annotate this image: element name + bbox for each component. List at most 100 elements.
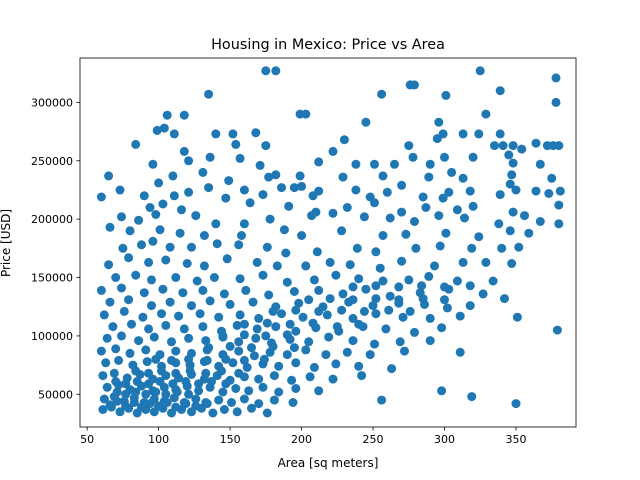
data-point-42 bbox=[179, 146, 189, 156]
data-point-105 bbox=[177, 205, 186, 215]
data-point-36 bbox=[490, 141, 499, 151]
data-point-281 bbox=[234, 337, 244, 347]
data-point-257 bbox=[144, 324, 154, 334]
data-point-309 bbox=[455, 347, 465, 357]
data-point-224 bbox=[187, 301, 196, 311]
data-point-136 bbox=[125, 226, 135, 236]
data-point-340 bbox=[254, 374, 264, 384]
data-point-92 bbox=[184, 187, 194, 197]
data-point-79 bbox=[297, 181, 307, 191]
data-point-125 bbox=[307, 211, 317, 221]
data-point-83 bbox=[444, 187, 454, 197]
y-tick-label-300000: 300000 bbox=[31, 96, 73, 109]
data-point-262 bbox=[232, 320, 242, 330]
data-point-84 bbox=[465, 186, 475, 196]
data-point-86 bbox=[531, 186, 541, 196]
data-point-476 bbox=[371, 281, 381, 291]
data-point-74 bbox=[154, 178, 164, 188]
data-point-15 bbox=[481, 109, 491, 119]
data-point-320 bbox=[242, 362, 252, 372]
data-point-192 bbox=[258, 270, 268, 280]
data-point-161 bbox=[371, 247, 381, 257]
data-point-26 bbox=[474, 129, 484, 139]
data-point-401 bbox=[105, 400, 115, 410]
data-point-174 bbox=[252, 257, 262, 267]
data-point-20 bbox=[169, 129, 179, 139]
data-point-246 bbox=[277, 309, 286, 319]
y-axis: 50000 100000 150000 200000 250000 300000 bbox=[31, 96, 80, 401]
data-point-90 bbox=[96, 192, 106, 202]
data-points bbox=[96, 66, 565, 418]
data-point-381 bbox=[377, 395, 387, 405]
data-point-235 bbox=[442, 303, 452, 313]
data-point-471 bbox=[371, 294, 381, 304]
data-point-442 bbox=[202, 355, 212, 365]
data-point-254 bbox=[512, 312, 522, 322]
x-tick-label-200: 200 bbox=[291, 433, 312, 446]
data-point-306 bbox=[342, 347, 352, 357]
data-point-49 bbox=[148, 159, 158, 169]
data-point-41 bbox=[554, 141, 564, 151]
data-point-123 bbox=[239, 219, 249, 229]
data-point-137 bbox=[155, 225, 165, 235]
data-point-76 bbox=[239, 185, 249, 195]
data-point-475 bbox=[348, 282, 358, 292]
data-point-328 bbox=[98, 371, 108, 381]
data-point-305 bbox=[321, 350, 331, 360]
data-point-418 bbox=[161, 389, 171, 399]
x-axis-label: Area [sq meters] bbox=[278, 456, 379, 470]
data-point-61 bbox=[104, 171, 114, 181]
data-point-117 bbox=[554, 200, 564, 210]
data-point-378 bbox=[254, 399, 264, 409]
data-point-156 bbox=[234, 240, 244, 250]
data-point-301 bbox=[249, 351, 259, 361]
x-tick-label-300: 300 bbox=[434, 433, 455, 446]
data-point-101 bbox=[511, 185, 521, 195]
x-tick-label-50: 50 bbox=[80, 433, 94, 446]
data-point-218 bbox=[478, 289, 488, 299]
data-point-435 bbox=[185, 366, 195, 376]
data-point-278 bbox=[184, 333, 194, 343]
data-point-385 bbox=[115, 407, 125, 417]
data-point-431 bbox=[131, 366, 141, 376]
data-point-383 bbox=[98, 405, 108, 414]
data-point-441 bbox=[184, 354, 194, 364]
data-point-60 bbox=[535, 159, 545, 169]
data-point-146 bbox=[441, 228, 451, 238]
data-point-170 bbox=[161, 255, 171, 265]
data-point-44 bbox=[408, 152, 418, 162]
data-point-130 bbox=[460, 213, 469, 223]
data-point-424 bbox=[144, 379, 154, 389]
data-point-458 bbox=[308, 318, 318, 328]
data-point-433 bbox=[157, 366, 166, 376]
data-point-23 bbox=[251, 128, 261, 138]
data-point-237 bbox=[99, 310, 109, 320]
x-tick-label-250: 250 bbox=[363, 433, 384, 446]
data-point-141 bbox=[279, 225, 289, 235]
data-point-304 bbox=[301, 345, 311, 355]
data-point-56 bbox=[390, 159, 399, 169]
data-point-16 bbox=[361, 117, 371, 127]
data-point-247 bbox=[298, 312, 308, 322]
data-point-3 bbox=[551, 73, 561, 83]
data-point-78 bbox=[289, 183, 299, 193]
data-point-158 bbox=[281, 248, 291, 258]
data-point-191 bbox=[235, 274, 245, 284]
data-point-199 bbox=[424, 271, 434, 281]
data-point-345 bbox=[357, 371, 367, 381]
data-point-68 bbox=[338, 172, 348, 182]
data-point-119 bbox=[134, 215, 144, 225]
data-point-87 bbox=[555, 186, 565, 196]
data-point-70 bbox=[424, 172, 434, 182]
data-point-27 bbox=[495, 129, 505, 139]
y-axis-label: Price [USD] bbox=[0, 209, 13, 277]
data-point-113 bbox=[421, 203, 431, 212]
data-point-439 bbox=[151, 354, 161, 364]
data-point-310 bbox=[101, 358, 111, 368]
data-point-415 bbox=[131, 387, 141, 397]
data-point-252 bbox=[425, 313, 435, 323]
data-point-286 bbox=[324, 332, 334, 342]
data-point-28 bbox=[339, 135, 349, 145]
data-point-22 bbox=[228, 129, 238, 139]
data-point-34 bbox=[261, 141, 271, 151]
